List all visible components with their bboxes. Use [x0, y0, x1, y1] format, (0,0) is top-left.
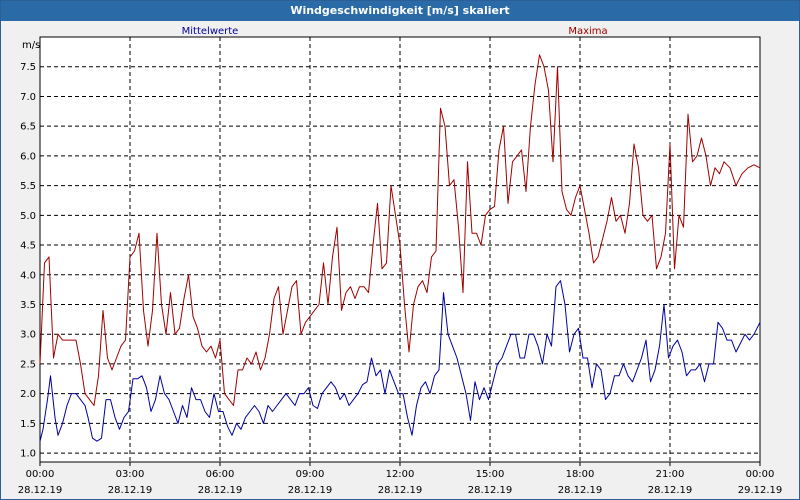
x-tick-time: 00:00 — [746, 469, 775, 480]
legend-mittelwerte: Mittelwerte — [182, 26, 239, 37]
y-tick-label: 7.0 — [20, 92, 36, 103]
y-tick-label: 7.5 — [20, 62, 36, 73]
x-tick-date: 29.12.19 — [738, 485, 783, 496]
window-title: Windgeschwindigkeit [m/s] skaliert — [1, 1, 799, 21]
y-tick-label: 5.0 — [20, 211, 36, 222]
y-axis: 1.0 1.5 2.0 2.5 3.0 3.5 4.0 4.5 5.0 5.5 6.0 6.5 7.0 7… — [20, 62, 36, 459]
y-tick-label: 6.5 — [20, 122, 36, 133]
series-line-maxima — [39, 54, 761, 406]
y-tick-label: 1.5 — [20, 419, 36, 430]
x-tick-date: 28.12.19 — [108, 485, 153, 496]
x-tick-time: 21:00 — [656, 469, 685, 480]
x-tick-date: 28.12.19 — [198, 485, 243, 496]
y-tick-label: 6.0 — [20, 151, 36, 162]
y-tick-label: 2.5 — [20, 359, 36, 370]
y-tick-label: 1.0 — [20, 449, 36, 460]
x-tick-date: 28.12.19 — [18, 485, 63, 496]
x-tick-time: 00:00 — [26, 469, 55, 480]
x-tick-date: 28.12.19 — [378, 485, 423, 496]
x-tick-date: 28.12.19 — [468, 485, 513, 496]
x-tick-time: 09:00 — [296, 469, 325, 480]
x-tick-time: 18:00 — [566, 469, 595, 480]
legend-maxima: Maxima — [568, 26, 607, 37]
x-tick-date: 28.12.19 — [288, 485, 333, 496]
unit-label: m/s — [22, 40, 40, 51]
series-lines — [39, 54, 761, 442]
x-tick-time: 03:00 — [116, 469, 145, 480]
y-tick-label: 5.5 — [20, 181, 36, 192]
y-tick-label: 3.5 — [20, 300, 36, 311]
x-tick-time: 12:00 — [386, 469, 415, 480]
y-tick-label: 3.0 — [20, 330, 36, 341]
y-tick-label: 2.0 — [20, 389, 36, 400]
series-line-mittelwerte — [39, 280, 761, 442]
y-tick-label: 4.5 — [20, 241, 36, 252]
x-tick-date: 28.12.19 — [558, 485, 603, 496]
x-tick-date: 28.12.19 — [648, 485, 693, 496]
y-tick-label: 4.0 — [20, 270, 36, 281]
x-tick-time: 06:00 — [206, 469, 235, 480]
x-tick-time: 15:00 — [476, 469, 505, 480]
x-axis: 00:00 28.12.19 03:00 28.12.19 06:00 28.12.19 0… — [18, 462, 783, 496]
